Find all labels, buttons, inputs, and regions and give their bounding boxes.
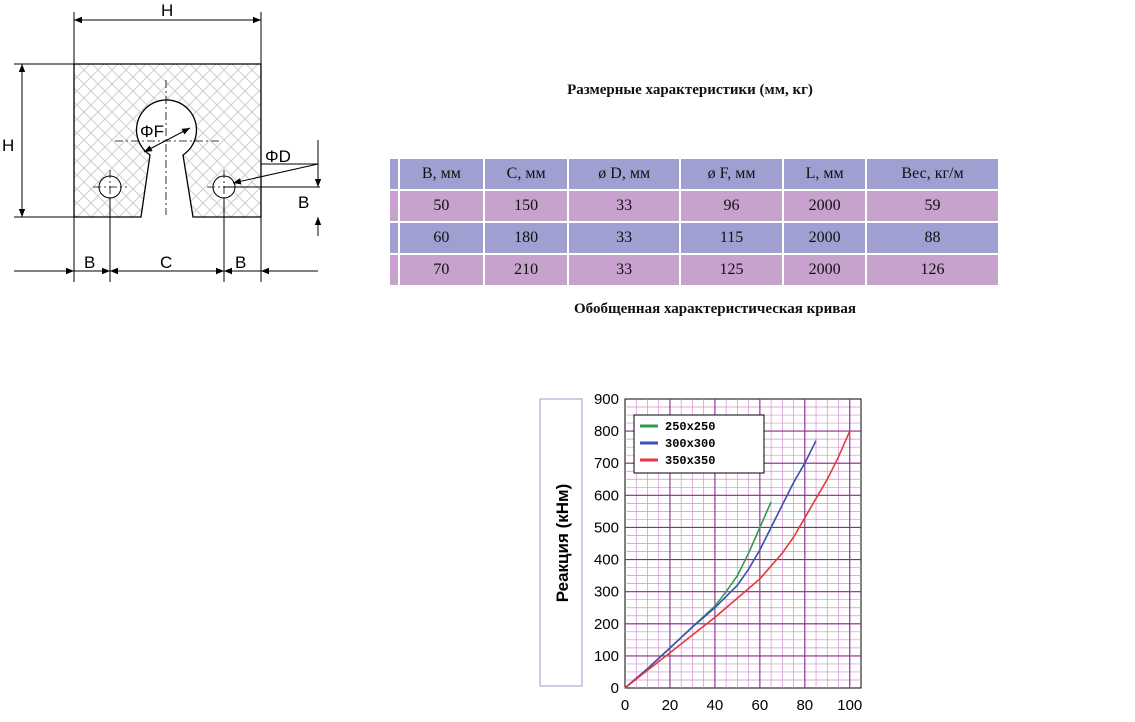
reaction-chart: Реакция (кНм) 0 20 40 60 80 100 0 100 200 300 400 5…	[539, 391, 862, 714]
y-tick-label: 500	[594, 519, 619, 536]
y-tick-label: 600	[594, 487, 619, 504]
fender-profile-outline	[73, 63, 262, 218]
table-header-cell: ø D, мм	[569, 159, 681, 191]
table-cell: 2000	[784, 255, 868, 287]
fender-cross-section-drawing: H H ΦF ΦD B B C B	[2, 1, 322, 282]
y-tick-label: 900	[594, 391, 619, 408]
legend-label: 300x300	[665, 437, 715, 451]
dim-label-d: ΦD	[265, 147, 291, 166]
dimension-lines	[14, 12, 322, 282]
x-tick-label: 0	[621, 697, 629, 714]
table-cell: 33	[569, 191, 681, 223]
y-tick-label: 0	[611, 680, 619, 697]
legend: 250x250 300x300 350x350	[633, 414, 765, 474]
curve-title: Обобщенная характеристическая кривая	[574, 301, 856, 317]
legend-label: 250x250	[665, 420, 715, 434]
x-tick-label: 100	[837, 697, 862, 714]
table-header-cell: B, мм	[400, 159, 485, 191]
table-header-cell: Вес, кг/м	[867, 159, 1000, 191]
tick-layer: 0 20 40 60 80 100 0 100 200 300 400 500 600 700 800 900	[594, 391, 862, 714]
y-tick-label: 300	[594, 584, 619, 601]
table-cell: 2000	[784, 191, 868, 223]
dim-label-h-left: H	[2, 136, 14, 155]
table-cell: 33	[569, 223, 681, 255]
x-tick-label: 80	[796, 697, 813, 714]
ylabel-box	[539, 398, 583, 687]
y-axis-label: Реакция (кНм)	[553, 484, 572, 603]
table-cell: 115	[680, 223, 785, 255]
table-cell: 59	[867, 191, 1000, 223]
series-line-350x350	[624, 430, 851, 689]
y-tick-label: 400	[594, 552, 619, 569]
table-header-cell: L, мм	[784, 159, 868, 191]
dim-label-b-left: B	[84, 253, 95, 272]
x-tick-label: 40	[707, 697, 724, 714]
table-cell: 150	[484, 191, 570, 223]
series-line-300x300	[624, 440, 817, 689]
table-cell: 126	[867, 255, 1000, 287]
dimensions-table-title: Размерные характеристики (мм, кг)	[567, 82, 813, 98]
table-cell: 88	[867, 223, 1000, 255]
table-header-row: B, мм C, мм ø D, мм ø F, мм L, мм Вес, к…	[390, 159, 1000, 191]
table-header-cell: ø F, мм	[680, 159, 785, 191]
dimensions-table: B, мм C, мм ø D, мм ø F, мм L, мм Вес, к…	[390, 159, 1000, 287]
table-header-cell: C, мм	[484, 159, 570, 191]
table-row: 50 150 33 96 2000 59	[390, 191, 1000, 223]
table-row: 60 180 33 115 2000 88	[390, 223, 1000, 255]
table-cell: 70	[400, 255, 485, 287]
dim-label-b-bottom: B	[235, 253, 246, 272]
table-cell: 2000	[784, 223, 868, 255]
dim-label-h-top: H	[161, 1, 173, 20]
legend-label: 350x350	[665, 454, 715, 468]
dim-label-b-right: B	[298, 193, 309, 212]
table-cell: 50	[400, 191, 485, 223]
table-cell: 96	[680, 191, 785, 223]
x-tick-label: 60	[752, 697, 769, 714]
dim-label-c: C	[160, 253, 172, 272]
table-cell: 125	[680, 255, 785, 287]
y-tick-label: 200	[594, 616, 619, 633]
table-row: 70 210 33 125 2000 126	[390, 255, 1000, 287]
y-tick-label: 100	[594, 648, 619, 665]
y-tick-label: 700	[594, 455, 619, 472]
table-cell: 60	[400, 223, 485, 255]
y-tick-label: 800	[594, 423, 619, 440]
legend-items: 250x250 300x300 350x350	[640, 420, 715, 468]
table-cell: 210	[484, 255, 570, 287]
table-cell: 33	[569, 255, 681, 287]
table-cell: 180	[484, 223, 570, 255]
dim-label-f: ΦF	[140, 122, 164, 141]
series-layer	[624, 430, 851, 689]
x-tick-label: 20	[662, 697, 679, 714]
